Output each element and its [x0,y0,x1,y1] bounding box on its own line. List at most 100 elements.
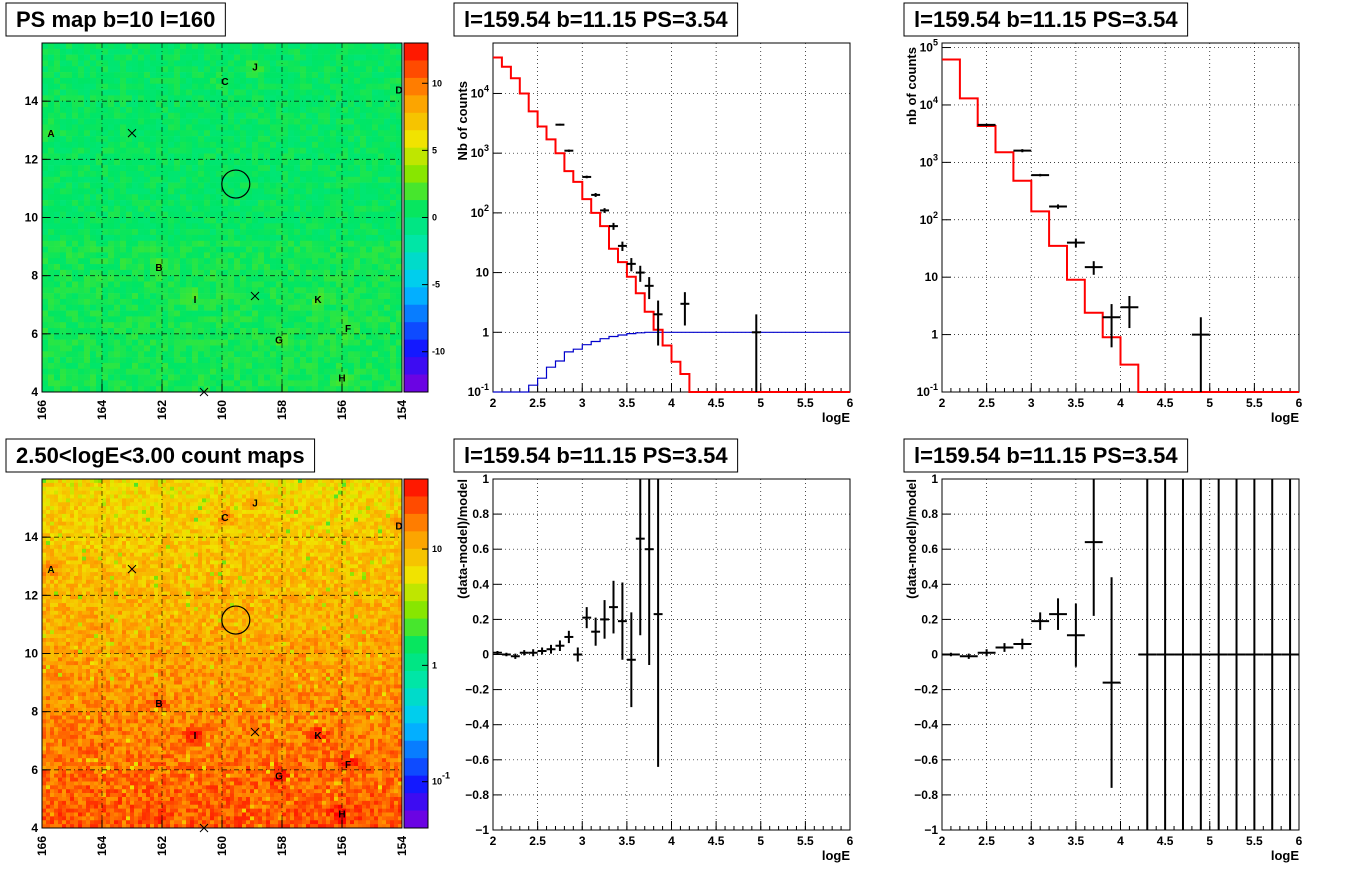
residual-point [626,612,636,708]
x-tick-label: 2 [490,396,497,410]
chart-title-box [5,2,226,37]
residual-point [1174,479,1192,830]
x-tick-label: 2 [939,834,946,848]
source-label: G [275,772,283,783]
residual-point [528,649,538,657]
data-point [751,314,761,392]
plot-panel-residuals-1: 2 2.5 3 3.5 4 4.5 5 5.5 6 −1 −0.8 −0.6 −0.4 −0.2 0 0.2 0… [453,438,854,863]
data-point [555,123,565,126]
cross-marker [127,128,137,138]
x-tick-label: 4 [1117,396,1124,410]
z-tick-label: 10 [432,78,442,88]
y-tick-label: −0.8 [465,788,489,802]
y-axis-label: Nb of counts [455,81,470,160]
plot-panel-residuals-2: 2 2.5 3 3.5 4 4.5 5 5.5 6 −1 −0.8 −0.6 −0.4 −0.2 0 0.2 0… [903,438,1303,863]
data-point [1066,238,1085,248]
z-tick-label: 0 [432,213,437,223]
residual-point [1138,479,1157,830]
source-label: I [194,731,197,742]
source-label: B [155,263,162,274]
y-tick-label: 0.2 [921,612,938,626]
x-tick-label: 166 [35,836,49,856]
x-tick-label: 4.5 [708,834,725,848]
y-tick-label: 0.4 [472,577,489,591]
residual-point [591,617,601,646]
z-tick-label: 10 [432,544,442,554]
x-tick-label: 3.5 [1068,834,1085,848]
x-tick-label: 162 [155,400,169,420]
source-label: F [345,324,351,335]
residual-point [493,650,502,655]
residual-point [1102,577,1121,788]
data-point [1102,304,1121,348]
data-point [591,193,601,197]
source-label: K [314,295,322,306]
y-tick-label: 1 [931,472,938,486]
map-panel-count-map: 166 164 162 160 158 156 154 4 6 8 10 12 14 A B C D F G H I J K… [5,438,450,856]
source-label: H [338,373,345,384]
chart-title-box [453,2,739,37]
x-tick-label: 5.5 [797,834,814,848]
y-tick-label: −0.6 [914,753,938,767]
residual-point [1209,479,1228,830]
x-tick-label: 5 [1206,834,1213,848]
residual-point [546,644,556,654]
residual-point [1227,479,1246,830]
data-point [1013,149,1032,153]
residual-point [501,652,511,657]
cross-marker [199,387,209,397]
data-point [977,123,996,126]
data-point [1031,173,1050,177]
y-tick-label: 10-1 [917,382,938,399]
y-axis-label: (data-model)/model [904,479,919,599]
residual-point [653,479,663,767]
y-tick-label: 12 [25,152,39,166]
residual-point [537,647,547,655]
y-tick-label: 8 [31,269,38,283]
residual-point [564,630,574,644]
residual-point [644,479,654,666]
data-point [635,265,645,282]
y-tick-label: 104 [471,83,489,100]
source-label: D [395,522,402,533]
target-circle [221,169,251,199]
plot-panel-spectrum-1: 2 2.5 3 3.5 4 4.5 5 5.5 6 10-1 1 10 102 103 104 logE Nb … [453,2,854,425]
data-point [582,175,592,179]
x-tick-label: 3.5 [1068,396,1085,410]
y-axis-label: (data-model)/model [455,479,470,599]
source-label: A [47,129,54,140]
x-tick-label: 5.5 [1246,834,1263,848]
data-point [609,222,618,230]
residual-point [519,650,529,656]
x-tick-label: 164 [95,836,109,856]
y-tick-label: 103 [471,143,489,160]
x-tick-label: 5 [757,834,764,848]
data-point [564,149,574,152]
x-tick-label: 4 [668,834,675,848]
model-histogram [493,56,850,393]
y-tick-label: 0.8 [472,507,489,521]
model-histogram [942,58,1299,393]
source-label: J [252,498,258,509]
color-bar: 10 1 10-1 [403,478,450,829]
y-tick-label: −1 [475,823,489,837]
y-axis-label: nb of counts [904,47,919,125]
y-tick-label: 6 [31,327,38,341]
source-label: F [345,760,351,771]
y-tick-label: −1 [924,823,938,837]
source-label: C [221,513,228,524]
residual-point [942,652,960,657]
z-tick-label: 1 [432,660,437,670]
plot-background [493,43,850,392]
x-tick-label: 2.5 [978,396,995,410]
map-cells [42,479,403,829]
y-tick-label: 0.8 [921,507,938,521]
residual-point [1013,638,1032,650]
y-tick-label: 103 [920,152,938,169]
y-tick-label: 10 [925,270,939,284]
x-tick-label: 3.5 [619,396,636,410]
y-tick-label: 102 [920,210,938,227]
source-label: D [395,86,402,97]
x-tick-label: 156 [335,400,349,420]
y-tick-label: 6 [31,763,38,777]
